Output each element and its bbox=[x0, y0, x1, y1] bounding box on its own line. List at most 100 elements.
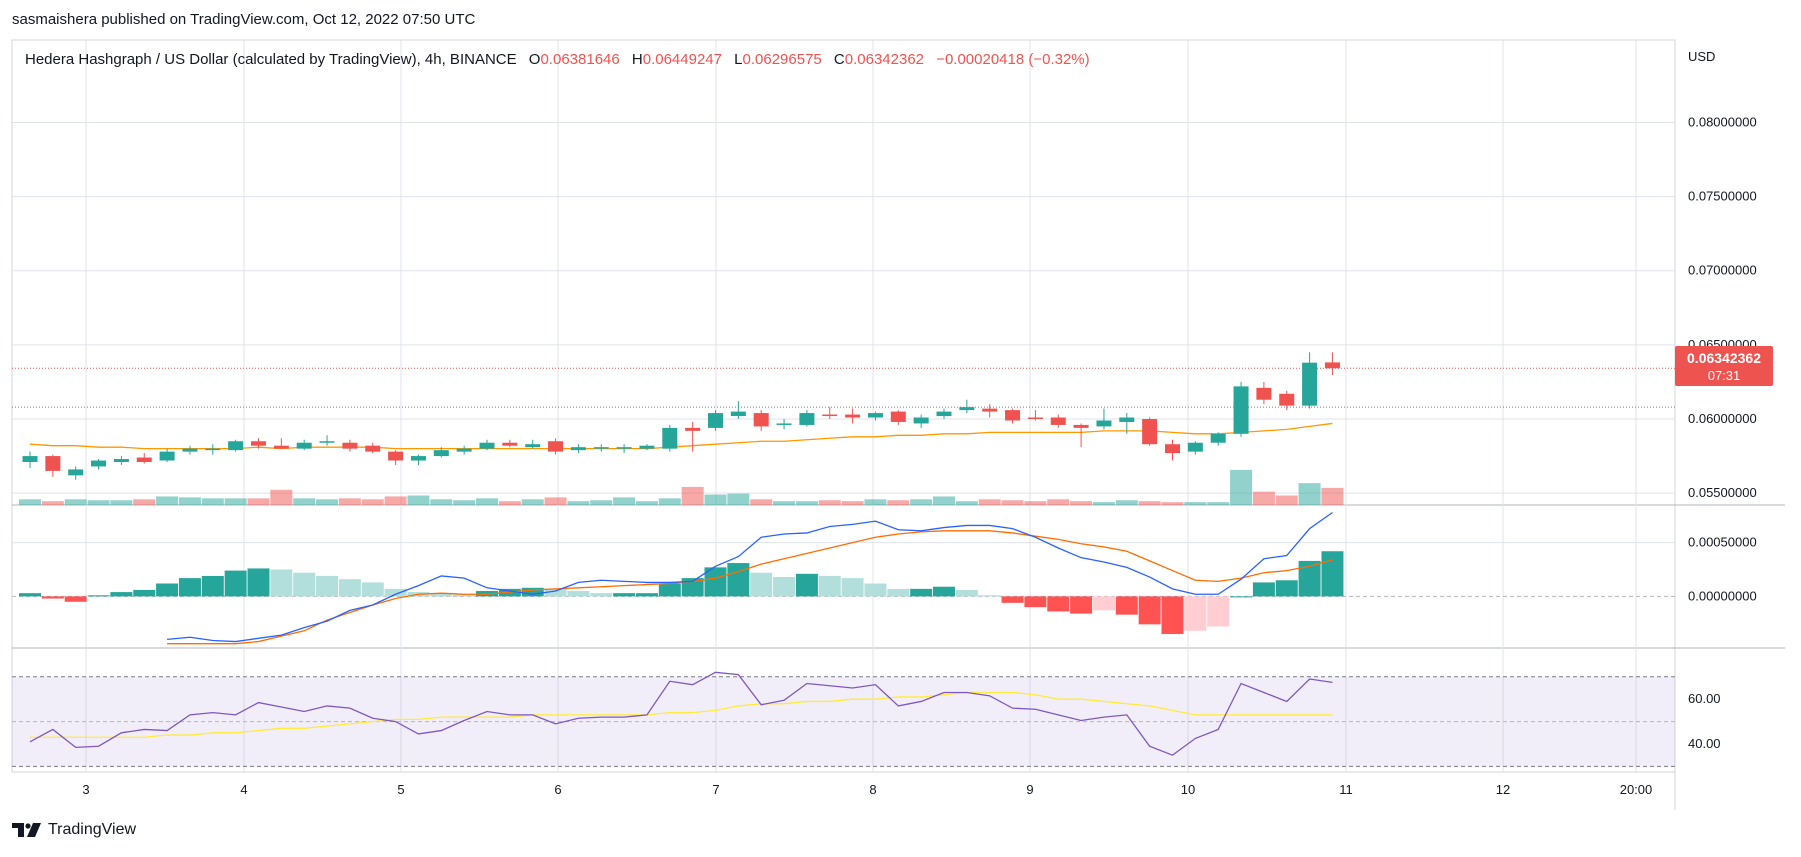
volume-bar bbox=[1070, 501, 1093, 505]
volume-bar bbox=[887, 500, 910, 505]
macd-histogram-bar bbox=[841, 578, 864, 597]
volume-bar bbox=[841, 501, 864, 505]
macd-histogram-bar bbox=[133, 589, 156, 597]
macd-histogram-bar bbox=[178, 578, 201, 597]
time-tick-label: 7 bbox=[712, 782, 719, 797]
macd-histogram-bar bbox=[1115, 596, 1138, 615]
time-tick-label: 6 bbox=[554, 782, 561, 797]
volume-bar bbox=[270, 489, 293, 505]
macd-histogram-bar bbox=[87, 595, 110, 597]
candle-body bbox=[730, 411, 746, 417]
volume-bar bbox=[498, 501, 521, 505]
volume-bar bbox=[430, 499, 453, 505]
macd-panel bbox=[12, 511, 1675, 645]
rsi-band-background bbox=[12, 676, 1675, 767]
tradingview-logo[interactable]: TradingView bbox=[12, 819, 136, 841]
volume-bar bbox=[64, 499, 87, 505]
macd-histogram-bar bbox=[316, 575, 339, 597]
volume-bar bbox=[361, 499, 384, 505]
volume-bar bbox=[658, 498, 681, 505]
candle-body bbox=[776, 423, 792, 425]
macd-histogram-bar bbox=[1184, 596, 1207, 631]
volume-bar bbox=[955, 501, 978, 505]
volume-bar bbox=[1001, 500, 1024, 505]
candle-body bbox=[1302, 362, 1318, 406]
candle-body bbox=[502, 442, 518, 446]
macd-histogram-bar bbox=[430, 593, 453, 597]
legend-close-label: C bbox=[834, 51, 845, 68]
axis-labels: 0.080000000.075000000.070000000.06500000… bbox=[82, 114, 1756, 797]
time-tick-label: 12 bbox=[1496, 782, 1510, 797]
macd-histogram-bar bbox=[361, 582, 384, 597]
candle-body bbox=[1005, 410, 1021, 421]
volume-bar bbox=[41, 501, 64, 505]
volume-bar bbox=[1115, 500, 1138, 505]
volume-bar bbox=[544, 497, 567, 505]
candle-body bbox=[685, 427, 701, 431]
macd-histogram-bar bbox=[270, 569, 293, 597]
legend-close-value: 0.06342362 bbox=[845, 51, 924, 68]
chart-legend: Hedera Hashgraph / US Dollar (calculated… bbox=[25, 51, 1090, 68]
price-tick-label: 0.06000000 bbox=[1688, 411, 1757, 426]
candle-body bbox=[45, 456, 61, 471]
price-tick-label: 0.07500000 bbox=[1688, 189, 1757, 204]
volume-bar bbox=[978, 499, 1001, 505]
legend-change: −0.00020418 (−0.32%) bbox=[936, 51, 1089, 68]
macd-tick-label: 0.00050000 bbox=[1688, 535, 1757, 550]
volume-bar bbox=[453, 500, 476, 505]
candle-body bbox=[205, 448, 221, 451]
candle-body bbox=[91, 460, 107, 467]
candle-body bbox=[1256, 387, 1272, 400]
macd-histogram-bar bbox=[544, 588, 567, 597]
candle-body bbox=[365, 445, 381, 452]
volume-bar bbox=[681, 486, 704, 505]
price-reference-lines bbox=[12, 367, 1675, 408]
candle-body bbox=[1142, 419, 1158, 445]
price-tick-label: 0.07000000 bbox=[1688, 263, 1757, 278]
candle-body bbox=[1096, 420, 1112, 427]
macd-histogram-bar bbox=[864, 583, 887, 597]
legend-open-label: O bbox=[529, 51, 541, 68]
macd-histogram-bar bbox=[201, 575, 224, 597]
macd-histogram-bar bbox=[1161, 596, 1184, 635]
volume-bar bbox=[178, 497, 201, 505]
candle-body bbox=[479, 442, 495, 449]
macd-histogram-bar bbox=[224, 570, 247, 597]
macd-histogram-bar bbox=[110, 592, 133, 597]
volume-bar bbox=[590, 500, 613, 505]
candle-body bbox=[708, 413, 723, 428]
volume-bar bbox=[224, 498, 247, 505]
candle-body bbox=[1050, 417, 1066, 425]
macd-histogram-bar bbox=[1230, 596, 1253, 598]
candle-body bbox=[22, 456, 38, 462]
macd-histogram-bar bbox=[613, 593, 636, 597]
volume-bar bbox=[521, 499, 544, 505]
volume-bar bbox=[133, 499, 156, 505]
macd-histogram-bar bbox=[1321, 551, 1344, 597]
published-by-text: sasmaishera published on TradingView.com… bbox=[12, 11, 476, 28]
legend-low-value: 0.06296575 bbox=[743, 51, 822, 68]
candle-body bbox=[616, 447, 632, 449]
legend-symbol: Hedera Hashgraph / US Dollar (calculated… bbox=[25, 51, 517, 68]
volume-bar bbox=[795, 501, 818, 505]
candle-body bbox=[433, 450, 449, 457]
candle-body bbox=[936, 411, 952, 417]
volume-bar bbox=[1184, 502, 1207, 505]
volume-bar bbox=[1024, 501, 1047, 505]
macd-histogram-bar bbox=[635, 593, 658, 597]
volume-bar bbox=[293, 498, 316, 505]
macd-histogram-bar bbox=[955, 589, 978, 597]
volume-bar bbox=[1298, 483, 1321, 505]
macd-histogram-bar bbox=[1252, 582, 1275, 597]
time-tick-label: 9 bbox=[1026, 782, 1033, 797]
macd-histogram-bar bbox=[795, 573, 818, 597]
legend-high-value: 0.06449247 bbox=[643, 51, 722, 68]
volume-bar bbox=[1138, 501, 1161, 505]
legend-low-label: L bbox=[734, 51, 742, 68]
volume-bar bbox=[773, 501, 796, 505]
volume-bar bbox=[704, 494, 727, 505]
macd-histogram-bar bbox=[1001, 596, 1024, 603]
candle-body bbox=[342, 442, 358, 449]
volume-bar bbox=[1230, 469, 1253, 505]
